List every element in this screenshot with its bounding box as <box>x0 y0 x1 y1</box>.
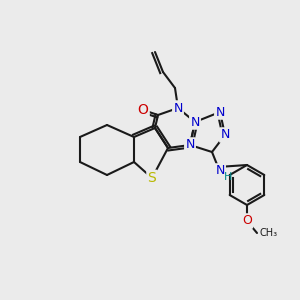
Text: N: N <box>220 128 230 142</box>
Text: O: O <box>138 103 148 117</box>
Text: N: N <box>173 101 183 115</box>
Text: N: N <box>190 116 200 128</box>
Text: N: N <box>215 164 225 178</box>
Text: O: O <box>242 214 252 227</box>
Text: S: S <box>148 171 156 185</box>
Text: N: N <box>185 139 195 152</box>
Text: H: H <box>224 172 232 182</box>
Text: N: N <box>215 106 225 118</box>
Text: CH₃: CH₃ <box>259 228 277 238</box>
